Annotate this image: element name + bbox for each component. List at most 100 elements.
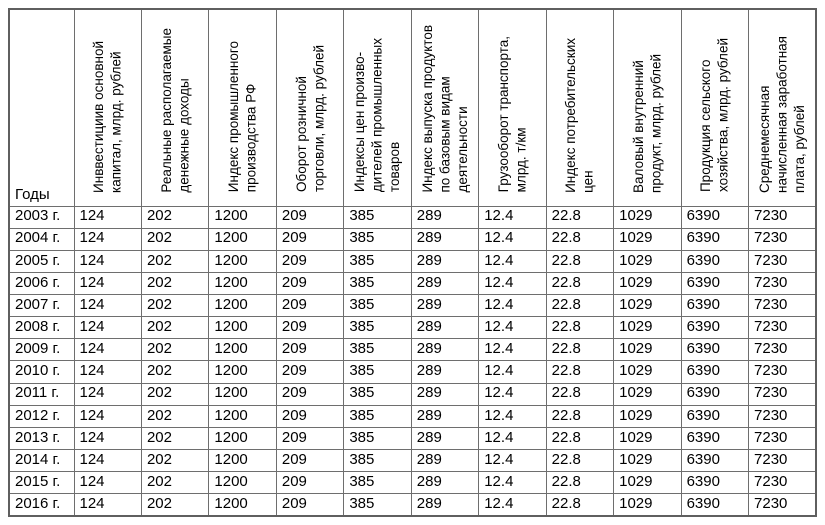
year-cell: 2007 г. <box>8 294 75 318</box>
column-header-label: Индексы цен произво- дителей промышленны… <box>352 38 403 193</box>
data-cell: 124 <box>73 227 142 251</box>
data-cell: 1200 <box>208 316 277 340</box>
data-cell: 1029 <box>613 271 682 296</box>
year-cell: 2004 г. <box>8 227 75 251</box>
year-cell: 2011 г. <box>8 382 75 406</box>
column-header-label: Индекс промышленного производства РФ <box>226 41 259 193</box>
data-cell: 1029 <box>613 426 682 451</box>
data-cell: 6390 <box>680 294 750 318</box>
data-cell: 22.8 <box>545 205 615 229</box>
year-cell: 2003 г. <box>8 205 75 229</box>
data-cell: 385 <box>343 294 412 318</box>
table-row: 2013 г. 124 202 1200 209 385 289 12.4 22.8 1029 63… <box>8 426 817 451</box>
data-cell: 1200 <box>208 449 277 473</box>
data-cell: 12.4 <box>478 338 547 362</box>
data-cell: 7230 <box>748 227 817 251</box>
column-header: Индексы цен произво- дителей промышленны… <box>343 8 412 207</box>
data-cell: 289 <box>410 249 480 273</box>
data-cell: 1029 <box>613 404 682 428</box>
data-cell: 209 <box>275 426 345 451</box>
data-cell: 1029 <box>613 338 682 362</box>
data-cell: 7230 <box>748 338 817 362</box>
data-cell: 6390 <box>680 382 750 406</box>
data-cell: 124 <box>73 271 142 296</box>
year-column-header: Годы <box>8 8 75 207</box>
data-cell: 1200 <box>208 338 277 362</box>
year-cell: 2010 г. <box>8 360 75 384</box>
data-cell: 7230 <box>748 471 817 495</box>
data-cell: 385 <box>343 426 412 451</box>
table-row: 2014 г. 124 202 1200 209 385 289 12.4 22.8 1029 63… <box>8 449 817 473</box>
data-cell: 124 <box>73 426 142 451</box>
data-cell: 1029 <box>613 316 682 340</box>
column-header: Среднемесячная начисленная заработная пл… <box>748 8 817 207</box>
data-cell: 1029 <box>613 493 682 517</box>
data-cell: 7230 <box>748 294 817 318</box>
table-row: 2008 г. 124 202 1200 209 385 289 12.4 22.8 1029 63… <box>8 316 817 340</box>
data-cell: 22.8 <box>545 493 615 517</box>
data-cell: 202 <box>140 471 210 495</box>
data-cell: 209 <box>275 338 345 362</box>
column-header: Инввестициив основной капитал, млрд. руб… <box>73 8 142 207</box>
data-cell: 202 <box>140 316 210 340</box>
data-cell: 202 <box>140 426 210 451</box>
data-cell: 289 <box>410 404 480 428</box>
data-cell: 209 <box>275 493 345 517</box>
data-cell: 12.4 <box>478 382 547 406</box>
data-cell: 12.4 <box>478 471 547 495</box>
data-cell: 289 <box>410 338 480 362</box>
data-cell: 202 <box>140 493 210 517</box>
data-cell: 7230 <box>748 249 817 273</box>
column-header-label: Валовый внутренний продукт, млрд. рублей <box>630 53 664 193</box>
data-cell: 124 <box>73 205 142 229</box>
data-cell: 1200 <box>208 382 277 406</box>
data-cell: 6390 <box>680 449 750 473</box>
data-cell: 209 <box>275 294 345 318</box>
data-cell: 385 <box>343 404 412 428</box>
table-row: 2004 г. 124 202 1200 209 385 289 12.4 22.8 1029 63… <box>8 227 817 251</box>
data-cell: 12.4 <box>478 360 547 384</box>
header-row: Годы Инввестициив основной капитал, млрд… <box>8 8 817 207</box>
data-cell: 22.8 <box>545 249 615 273</box>
data-cell: 202 <box>140 249 210 273</box>
table-row: 2015 г. 124 202 1200 209 385 289 12.4 22.8 1029 63… <box>8 471 817 495</box>
data-cell: 289 <box>410 205 480 229</box>
data-cell: 6390 <box>680 426 750 451</box>
column-header: Грузооборот транспорта, млрд. т/км <box>478 8 547 207</box>
data-cell: 6390 <box>680 205 750 229</box>
data-cell: 202 <box>140 271 210 296</box>
data-cell: 12.4 <box>478 404 547 428</box>
data-cell: 1200 <box>208 426 277 451</box>
data-cell: 12.4 <box>478 316 547 340</box>
data-cell: 1200 <box>208 271 277 296</box>
data-cell: 22.8 <box>545 338 615 362</box>
data-cell: 7230 <box>748 316 817 340</box>
table-row: 2006 г. 124 202 1200 209 385 289 12.4 22.8 1029 63… <box>8 271 817 296</box>
table-row: 2011 г. 124 202 1200 209 385 289 12.4 22.8 1029 63… <box>8 382 817 406</box>
data-cell: 209 <box>275 382 345 406</box>
data-cell: 6390 <box>680 493 750 517</box>
data-cell: 209 <box>275 227 345 251</box>
column-header: Реальные располагаемые денежные доходы <box>140 8 210 207</box>
data-cell: 22.8 <box>545 360 615 384</box>
data-cell: 7230 <box>748 205 817 229</box>
column-header-label: Продукция сельского хозяйства, млрд. руб… <box>698 38 731 193</box>
data-cell: 1029 <box>613 382 682 406</box>
table-row: 2012 г. 124 202 1200 209 385 289 12.4 22.8 1029 63… <box>8 404 817 428</box>
data-cell: 385 <box>343 493 412 517</box>
data-cell: 1029 <box>613 360 682 384</box>
year-cell: 2015 г. <box>8 471 75 495</box>
data-cell: 1029 <box>613 294 682 318</box>
data-cell: 6390 <box>680 338 750 362</box>
year-cell: 2012 г. <box>8 404 75 428</box>
data-cell: 12.4 <box>478 294 547 318</box>
table-row: 2016 г. 124 202 1200 209 385 289 12.4 22.8 1029 63… <box>8 493 817 517</box>
data-cell: 22.8 <box>545 271 615 296</box>
year-column-header-label: Годы <box>15 185 50 203</box>
data-cell: 12.4 <box>478 426 547 451</box>
column-header: Оборот розничной торговли, млрд. рублей <box>275 8 345 207</box>
statistics-table: Годы Инввестициив основной капитал, млрд… <box>8 8 817 517</box>
data-cell: 289 <box>410 271 480 296</box>
data-cell: 6390 <box>680 360 750 384</box>
data-cell: 12.4 <box>478 493 547 517</box>
